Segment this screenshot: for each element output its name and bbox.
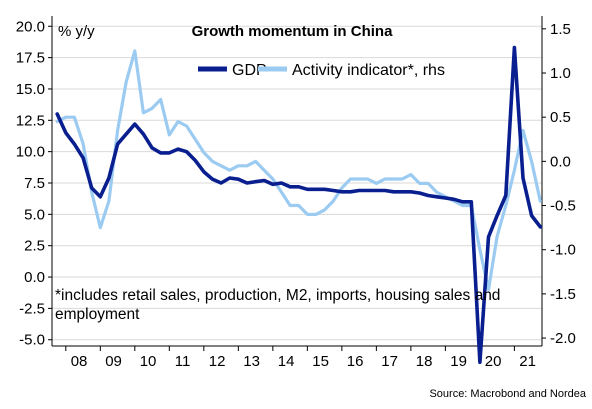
x-tick-label-8: 16 xyxy=(347,353,364,370)
right-tick-label-4: -0.5 xyxy=(550,198,576,215)
left-tick-label-1: 17.5 xyxy=(16,50,45,67)
footnote-line-2: employment xyxy=(55,306,140,323)
left-tick-label-10: -5.0 xyxy=(19,332,45,349)
left-tick-label-5: 7.5 xyxy=(24,175,45,192)
x-tick-label-9: 17 xyxy=(381,353,398,370)
series-line-activity-indicator xyxy=(55,49,542,292)
x-tick-label-2: 10 xyxy=(140,353,157,370)
source-note: Source: Macrobond and Nordea xyxy=(429,388,586,400)
right-tick-label-1: 1.0 xyxy=(550,65,571,82)
x-tick-label-13: 21 xyxy=(519,353,536,370)
left-axis-unit-label: % y/y xyxy=(58,23,95,40)
axes xyxy=(48,16,546,351)
left-tick-label-9: -2.5 xyxy=(19,300,45,317)
chart-title: Growth momentum in China xyxy=(192,23,393,40)
left-tick-label-2: 15.0 xyxy=(16,81,45,98)
right-tick-label-2: 0.5 xyxy=(550,109,571,126)
x-tick-label-3: 11 xyxy=(175,353,191,370)
left-tick-label-0: 20.0 xyxy=(16,18,45,35)
legend-label-activity-indicator: Activity indicator*, rhs xyxy=(292,62,445,79)
x-tick-label-6: 14 xyxy=(278,353,295,370)
x-tick-label-12: 20 xyxy=(485,353,502,370)
left-tick-label-7: 2.5 xyxy=(24,238,45,255)
legend: GDP Activity indicator*, rhs xyxy=(198,62,445,79)
left-tick-label-8: 0.0 xyxy=(24,269,45,286)
footnote-line-1: *includes retail sales, production, M2, … xyxy=(55,287,500,304)
x-tick-label-10: 18 xyxy=(416,353,433,370)
tick-labels: 20.0 17.5 15.0 12.5 10.0 7.5 5.0 2.5 0.0 -2.5 -5.0… xyxy=(16,18,576,370)
x-tick-label-1: 09 xyxy=(105,353,122,370)
x-tick-label-0: 08 xyxy=(71,353,88,370)
right-tick-label-7: -2.0 xyxy=(550,330,576,347)
left-tick-label-3: 12.5 xyxy=(16,112,45,129)
left-tick-label-6: 5.0 xyxy=(24,206,45,223)
series-lines xyxy=(55,45,543,365)
x-tick-label-11: 19 xyxy=(450,353,467,370)
right-tick-label-6: -1.5 xyxy=(550,286,576,303)
x-tick-label-7: 15 xyxy=(312,353,329,370)
legend-label-gdp: GDP xyxy=(232,62,267,79)
right-tick-label-0: 1.5 xyxy=(550,21,571,38)
x-tick-label-4: 12 xyxy=(209,353,226,370)
right-tick-label-3: 0.0 xyxy=(550,153,571,170)
x-tick-label-5: 13 xyxy=(243,353,260,370)
left-tick-label-4: 10.0 xyxy=(16,144,45,161)
series-line-gdp xyxy=(55,45,543,365)
right-tick-label-5: -1.0 xyxy=(550,242,576,259)
